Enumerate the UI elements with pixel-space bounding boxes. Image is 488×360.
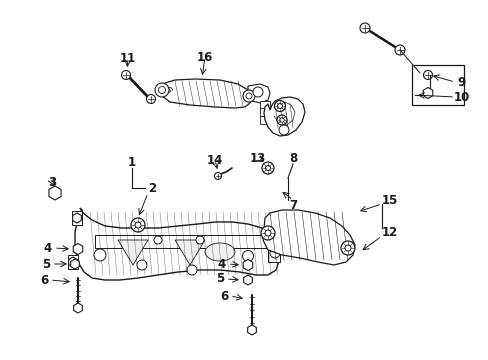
Circle shape xyxy=(269,248,280,258)
Bar xyxy=(260,108,269,116)
Text: 16: 16 xyxy=(196,50,213,63)
Circle shape xyxy=(274,100,285,112)
Circle shape xyxy=(243,90,254,102)
Circle shape xyxy=(242,251,253,261)
Circle shape xyxy=(345,245,350,251)
Bar xyxy=(260,101,269,109)
Text: 4: 4 xyxy=(218,257,225,270)
Circle shape xyxy=(121,71,130,80)
Polygon shape xyxy=(74,303,82,313)
Circle shape xyxy=(214,172,221,180)
Text: 8: 8 xyxy=(288,152,297,165)
Circle shape xyxy=(279,125,288,135)
Polygon shape xyxy=(243,275,252,285)
Text: 12: 12 xyxy=(381,225,397,239)
Circle shape xyxy=(155,83,169,97)
Circle shape xyxy=(135,222,141,228)
Text: 15: 15 xyxy=(381,194,397,207)
Circle shape xyxy=(131,218,145,232)
Text: 1: 1 xyxy=(128,156,136,168)
Text: 11: 11 xyxy=(120,51,136,64)
Circle shape xyxy=(146,95,155,104)
Circle shape xyxy=(196,236,203,244)
Polygon shape xyxy=(95,235,267,248)
Circle shape xyxy=(252,87,263,97)
Text: 5: 5 xyxy=(42,257,50,270)
Circle shape xyxy=(94,249,106,261)
Text: 10: 10 xyxy=(453,90,469,104)
Circle shape xyxy=(265,166,270,171)
Polygon shape xyxy=(247,325,256,335)
Polygon shape xyxy=(243,260,252,270)
Circle shape xyxy=(262,162,273,174)
Circle shape xyxy=(279,118,284,122)
Text: 5: 5 xyxy=(215,273,224,285)
Text: 4: 4 xyxy=(44,242,52,255)
Text: 9: 9 xyxy=(457,76,465,89)
Bar xyxy=(72,211,82,225)
Circle shape xyxy=(359,23,369,33)
Polygon shape xyxy=(264,97,305,136)
Polygon shape xyxy=(267,245,280,262)
Text: 3: 3 xyxy=(48,176,56,189)
Polygon shape xyxy=(68,257,77,267)
Polygon shape xyxy=(423,87,432,99)
Circle shape xyxy=(186,265,197,275)
Circle shape xyxy=(340,241,354,255)
Polygon shape xyxy=(175,240,204,265)
Circle shape xyxy=(276,115,286,125)
Polygon shape xyxy=(247,84,269,103)
Circle shape xyxy=(264,230,270,236)
Polygon shape xyxy=(73,243,82,255)
Polygon shape xyxy=(71,259,79,269)
Polygon shape xyxy=(49,186,61,200)
Text: 14: 14 xyxy=(206,153,223,166)
Circle shape xyxy=(261,226,274,240)
Polygon shape xyxy=(160,79,251,108)
Text: 13: 13 xyxy=(249,152,265,165)
Circle shape xyxy=(423,71,431,80)
Circle shape xyxy=(154,236,162,244)
Polygon shape xyxy=(73,213,81,223)
Text: 2: 2 xyxy=(148,181,156,194)
Text: 7: 7 xyxy=(288,198,296,212)
Circle shape xyxy=(394,45,404,55)
Polygon shape xyxy=(75,208,280,280)
Bar xyxy=(411,65,463,105)
Text: 6: 6 xyxy=(40,274,48,287)
Polygon shape xyxy=(263,210,354,265)
Circle shape xyxy=(137,260,147,270)
Ellipse shape xyxy=(204,243,235,261)
Bar xyxy=(68,255,78,269)
Circle shape xyxy=(277,104,282,108)
Text: 6: 6 xyxy=(220,289,228,302)
Bar xyxy=(260,116,269,124)
Polygon shape xyxy=(118,240,148,265)
